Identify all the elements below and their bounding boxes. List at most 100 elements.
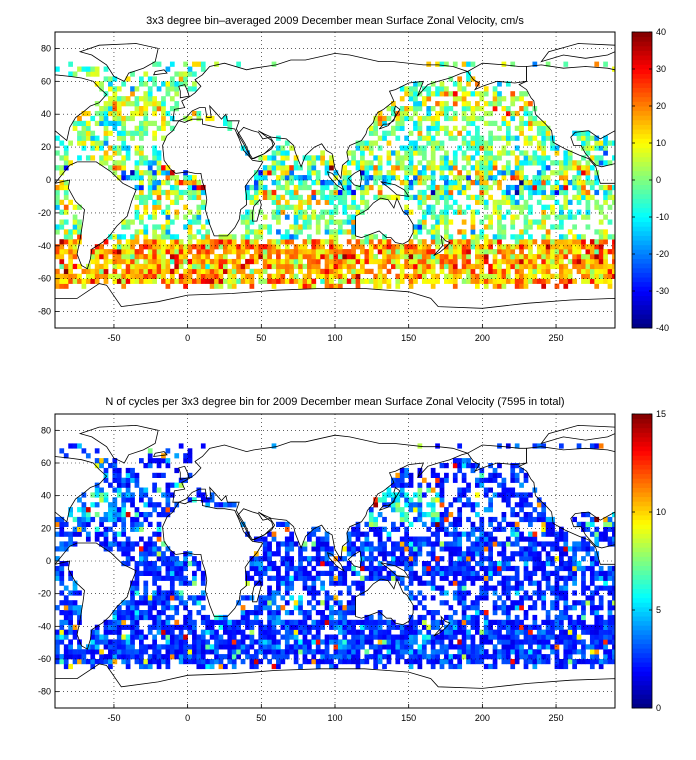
data-bin: [315, 590, 321, 596]
data-bin: [178, 263, 184, 270]
data-bin: [519, 273, 524, 279]
data-bin: [430, 180, 436, 186]
data-bin: [528, 273, 533, 279]
data-bin: [214, 654, 219, 660]
data-bin: [355, 145, 361, 151]
data-bin: [63, 204, 69, 210]
data-bin: [581, 570, 586, 576]
data-bin: [231, 659, 237, 665]
data-bin: [448, 91, 454, 97]
data-bin: [156, 546, 162, 552]
data-bin: [572, 249, 577, 255]
data-bin: [240, 214, 246, 220]
data-bin: [346, 649, 352, 655]
data-bin: [205, 249, 211, 255]
data-bin: [240, 649, 246, 655]
data-bin: [333, 644, 339, 650]
data-bin: [284, 244, 290, 250]
data-bin: [112, 619, 118, 625]
data-bin: [466, 140, 471, 146]
data-bin: [183, 244, 188, 250]
data-bin: [143, 273, 149, 279]
data-bin: [559, 531, 564, 537]
data-bin: [130, 516, 135, 523]
data-bin: [572, 639, 577, 645]
colorbar-segment: [632, 254, 652, 260]
data-bin: [165, 278, 171, 284]
data-bin: [607, 249, 613, 255]
data-bin: [528, 209, 533, 215]
data-bin: [399, 546, 405, 552]
data-bin: [267, 590, 272, 596]
data-bin: [439, 140, 445, 146]
data-bin: [448, 106, 454, 112]
data-bin: [417, 580, 423, 586]
data-bin: [192, 580, 197, 586]
data-bin: [523, 214, 529, 220]
data-bin: [408, 184, 414, 191]
data-bin: [90, 249, 96, 255]
data-bin: [161, 180, 166, 186]
data-bin: [262, 194, 268, 201]
data-bin: [364, 546, 370, 552]
data-bin: [311, 278, 317, 284]
data-bin: [169, 170, 175, 176]
data-bin: [320, 189, 325, 196]
data-bin: [479, 244, 485, 250]
data-bin: [554, 634, 560, 640]
data-bin: [337, 254, 343, 260]
data-bin: [315, 619, 321, 625]
data-bin: [470, 194, 476, 201]
data-bin: [417, 81, 423, 87]
data-bin: [585, 204, 591, 210]
data-bin: [63, 610, 69, 616]
data-bin: [514, 273, 520, 279]
data-bin: [479, 610, 485, 616]
data-bin: [483, 619, 489, 625]
data-bin: [483, 258, 489, 265]
data-bin: [355, 239, 361, 245]
data-bin: [178, 575, 184, 581]
data-bin: [475, 140, 480, 146]
data-bin: [81, 521, 87, 527]
data-bin: [448, 644, 454, 650]
data-bin: [72, 244, 78, 250]
data-bin: [130, 130, 135, 136]
data-bin: [581, 605, 586, 611]
data-bin: [360, 258, 365, 265]
data-bin: [386, 140, 392, 146]
data-bin: [576, 160, 582, 166]
data-bin: [63, 605, 69, 611]
data-bin: [298, 278, 303, 284]
data-bin: [594, 585, 600, 591]
data-bin: [519, 531, 524, 537]
data-bin: [475, 199, 480, 205]
data-bin: [262, 184, 268, 191]
data-bin: [435, 115, 440, 122]
data-bin: [603, 659, 608, 665]
data-bins: [55, 443, 615, 670]
data-bin: [523, 654, 529, 660]
data-bin: [589, 634, 595, 640]
data-bin: [603, 160, 608, 166]
data-bin: [501, 96, 507, 102]
data-bin: [430, 634, 436, 640]
data-bin: [161, 229, 166, 235]
data-bin: [581, 585, 586, 591]
data-bin: [497, 541, 502, 547]
data-bin: [541, 214, 547, 220]
data-bin: [475, 659, 480, 665]
data-bin: [121, 254, 127, 260]
data-bin: [72, 654, 78, 660]
data-bin: [545, 263, 551, 270]
data-bin: [103, 110, 109, 117]
data-bin: [324, 249, 330, 255]
data-bin: [262, 629, 268, 635]
data-bin: [479, 629, 485, 635]
data-bin: [501, 541, 507, 547]
data-bin: [223, 263, 228, 270]
data-bin: [492, 268, 498, 275]
data-bin: [315, 244, 321, 250]
data-bin: [143, 556, 149, 562]
data-bin: [541, 155, 547, 161]
